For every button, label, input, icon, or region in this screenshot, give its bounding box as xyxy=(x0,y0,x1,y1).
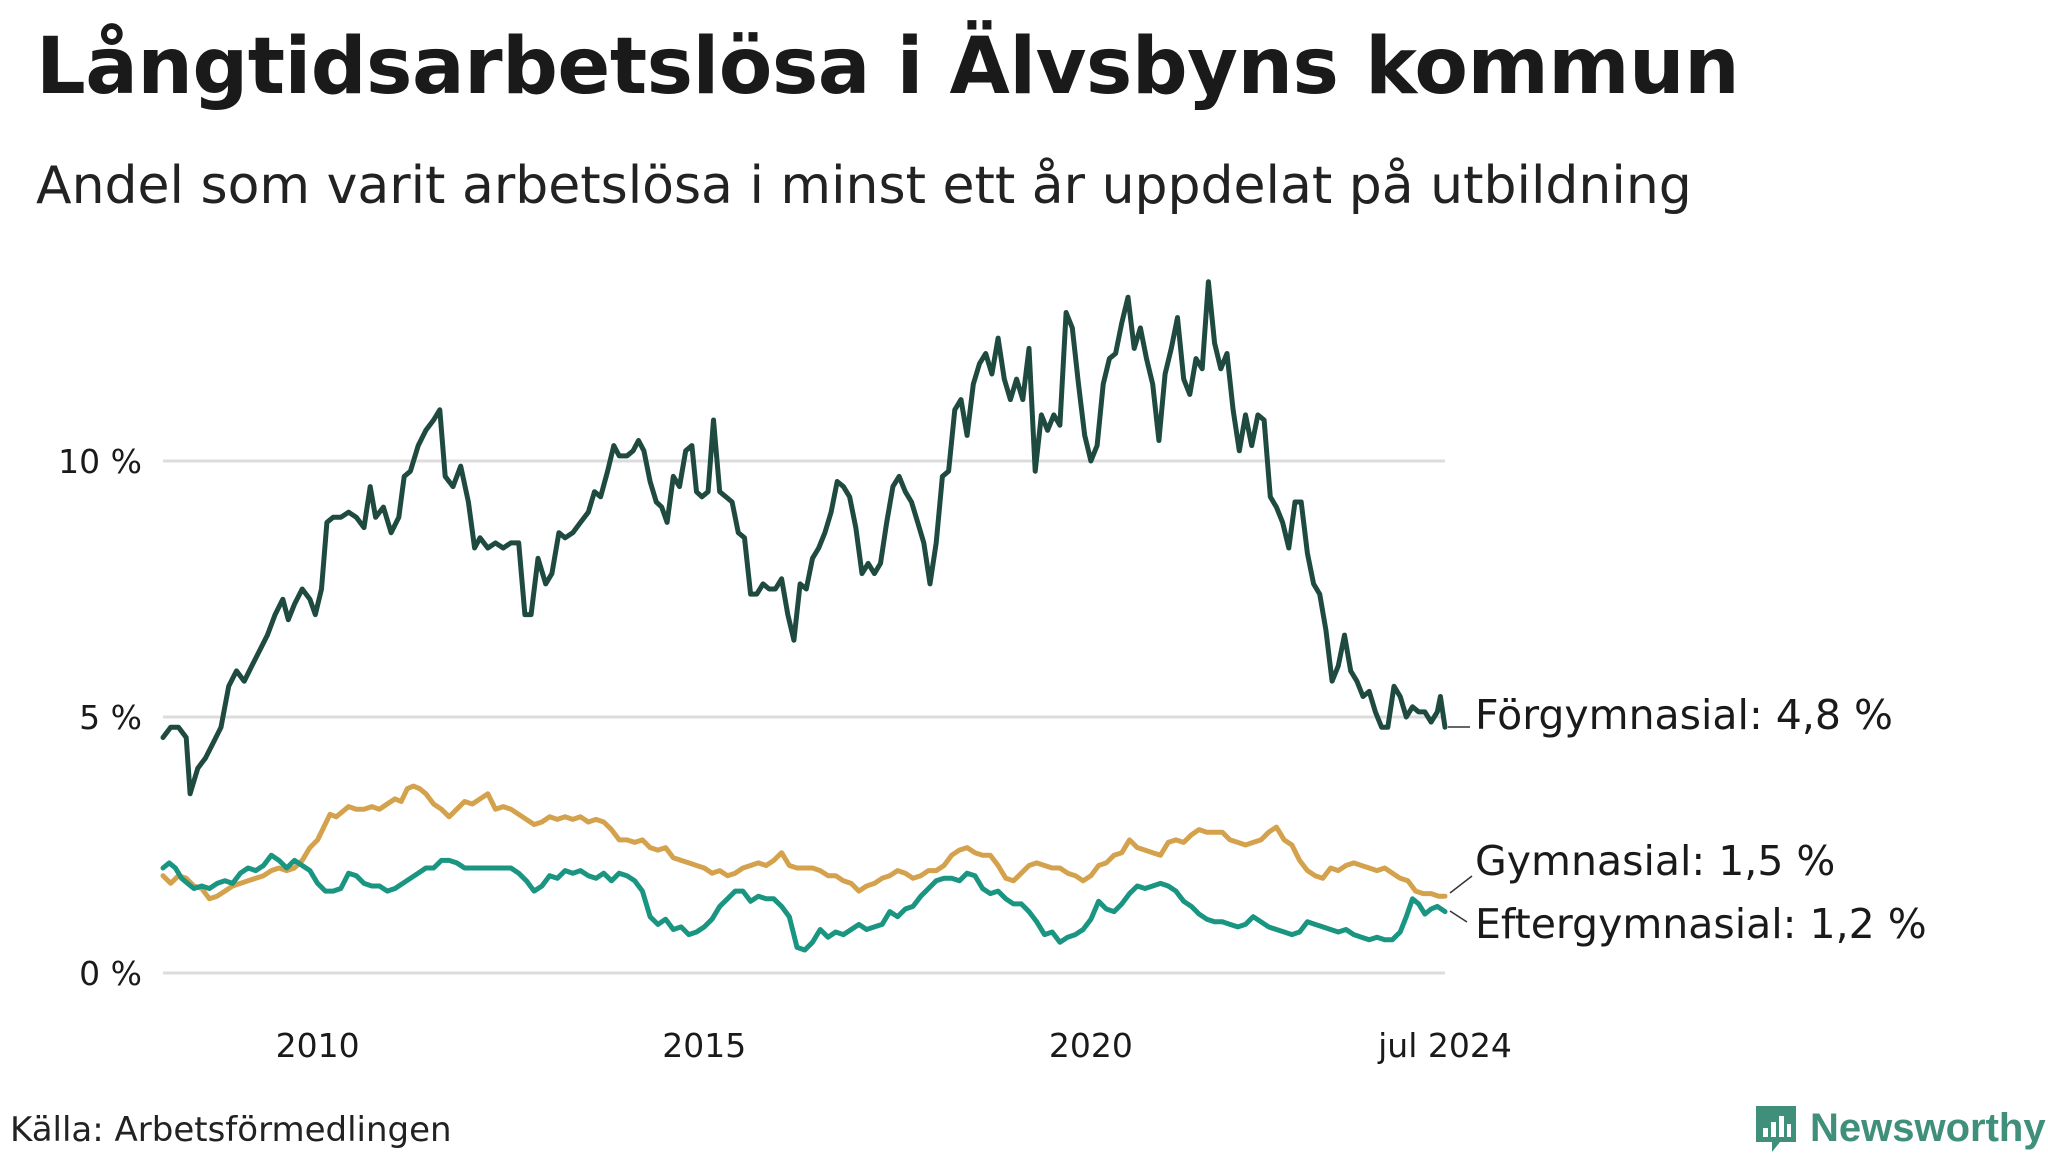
series-line-eftergymnasial xyxy=(160,852,1448,953)
series-line-gymnasial xyxy=(160,783,1448,902)
label-connector xyxy=(1449,910,1468,923)
chart-title: Långtidsarbetslösa i Älvsbyns kommun xyxy=(36,22,1740,112)
y-tick-label: 10 % xyxy=(58,442,142,481)
x-tick-label: 2010 xyxy=(276,1026,360,1065)
series-end-label: Förgymnasial: 4,8 % xyxy=(1475,691,1893,739)
x-tick-label: jul 2024 xyxy=(1377,1026,1512,1065)
label-connector xyxy=(1449,875,1473,894)
x-tick-label: 2015 xyxy=(662,1026,746,1065)
x-tick-label: 2020 xyxy=(1049,1026,1133,1065)
y-tick-label: 0 % xyxy=(79,954,142,993)
series-end-label: Eftergymnasial: 1,2 % xyxy=(1475,900,1927,948)
y-tick-label: 5 % xyxy=(79,698,142,737)
series-end-label: Gymnasial: 1,5 % xyxy=(1475,837,1835,885)
newsworthy-logo[interactable]: Newsworthy xyxy=(1752,1102,2046,1154)
newsworthy-brand-name: Newsworthy xyxy=(1810,1105,2046,1150)
series-line-förgymnasial xyxy=(160,279,1448,797)
source-note: Källa: Arbetsförmedlingen xyxy=(10,1110,452,1150)
newsworthy-logo-icon xyxy=(1756,1106,1796,1152)
chart-subtitle: Andel som varit arbetslösa i minst ett å… xyxy=(36,156,1692,216)
